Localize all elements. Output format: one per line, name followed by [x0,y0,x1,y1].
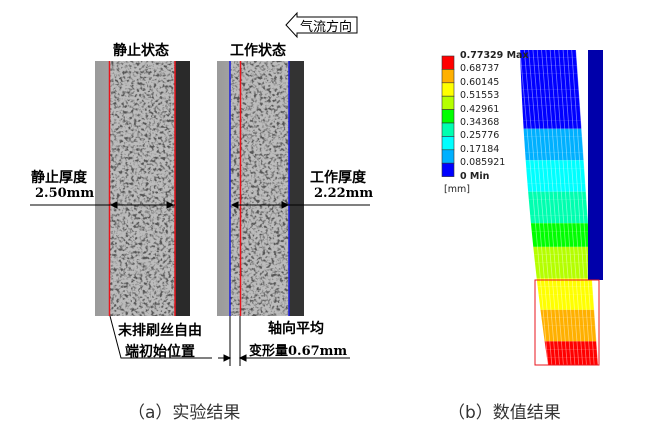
caption-b: （b）数值结果 [448,403,561,423]
airflow-arrow-icon [285,11,358,39]
simulation-band [531,231,590,239]
simulation-band [526,176,586,184]
simulation-band [545,349,598,358]
static-title: 静止状态 [113,43,169,59]
max-deformation-box [534,279,600,366]
static-photo [95,61,190,316]
simulation-band [528,199,587,208]
brush-bristle [523,49,553,366]
simulation-band [530,215,589,224]
simulation-band [534,262,592,271]
legend-swatch [441,109,455,124]
simulation-band [533,246,591,255]
legend-swatch [441,136,455,151]
simulation-band [521,97,580,106]
axial-label-line1: 轴向平均 [268,321,324,337]
static-thickness-label: 静止厚度 [31,170,87,186]
simulation-band [523,128,583,137]
legend-label: 0.77329 Max [460,50,529,61]
brush-bristle [554,49,580,366]
brush-bristle [571,49,595,366]
free-end-label-line1: 末排刷丝自由 [118,323,202,339]
brush-bristle [549,49,576,366]
brush-bristle [532,49,560,366]
legend-unit: [mm] [444,184,470,195]
brush-bristle [528,49,557,366]
simulation-band [526,168,585,176]
simulation-band [522,105,581,113]
simulation-band [523,120,582,129]
simulation-band [542,325,596,334]
simulation-band [529,207,588,216]
legend-label: 0.68737 [460,63,500,75]
free-end-label-line2: 端初始位置 [125,344,195,360]
legend-swatch [441,69,455,84]
simulation-band [540,309,595,318]
simulation-band [532,239,590,247]
working-photo [217,61,304,316]
simulation-band [537,286,594,295]
simulation-band [535,270,592,279]
simulation-band [528,191,587,200]
simulation-band [543,333,597,342]
legend-swatch [441,55,455,70]
static-thickness-value: 2.50mm [35,186,95,201]
legend-label: 0.34368 [460,117,500,128]
simulation-band [520,65,578,74]
simulation-band [534,254,591,263]
legend-swatch [441,95,455,110]
brush-bristle [566,49,591,366]
simulation-band [527,183,586,192]
simulation-band [521,81,579,90]
legend-label: 0 Min [460,170,490,182]
dimension-lines [30,201,370,366]
legend-label: 0.085921 [460,157,506,169]
working-title: 工作状态 [230,43,286,59]
simulation-band [524,136,583,145]
simulation-band [546,357,598,365]
legend-swatch [441,122,455,137]
simulation-band [522,113,581,121]
simulation-band [520,57,578,66]
simulation-band [521,89,580,98]
brush-bristle [575,49,599,366]
legend-colorbar [441,55,455,177]
working-thickness-value: 2.22mm [314,186,374,201]
brush-bristle [558,49,584,366]
brush-bristle [562,49,587,366]
simulation-band [520,50,577,58]
legend-label: 0.60145 [460,76,500,88]
simulation-result [519,49,599,366]
working-thickness-label: 工作厚度 [310,170,366,186]
legend-label: 0.42961 [460,103,500,115]
axial-label-line2: 变形量0.67mm [249,344,348,359]
caption-a: （a）实验结果 [128,403,241,423]
simulation-band [525,160,585,169]
brush-bristle [545,49,572,366]
simulation-band [525,152,584,161]
simulation-band [530,223,589,232]
simulation-band [524,144,584,153]
simulation-band [520,73,579,82]
simulation-band [538,294,594,302]
airflow-label: 气流方向 [300,20,353,35]
brush-bristle [541,49,568,366]
legend-label: 0.51553 [460,90,500,102]
simulation-band [544,341,597,350]
legend-swatch [441,162,455,177]
legend-label: 0.25776 [460,130,500,142]
simulation-band [539,302,595,310]
simulation-band [541,317,596,326]
brush-bristle [536,49,564,366]
legend-label: 0.17184 [460,143,500,155]
brush-bristle [519,49,549,366]
legend-swatch [441,149,455,164]
simulation-casing [588,50,603,280]
legend-swatch [441,82,455,97]
